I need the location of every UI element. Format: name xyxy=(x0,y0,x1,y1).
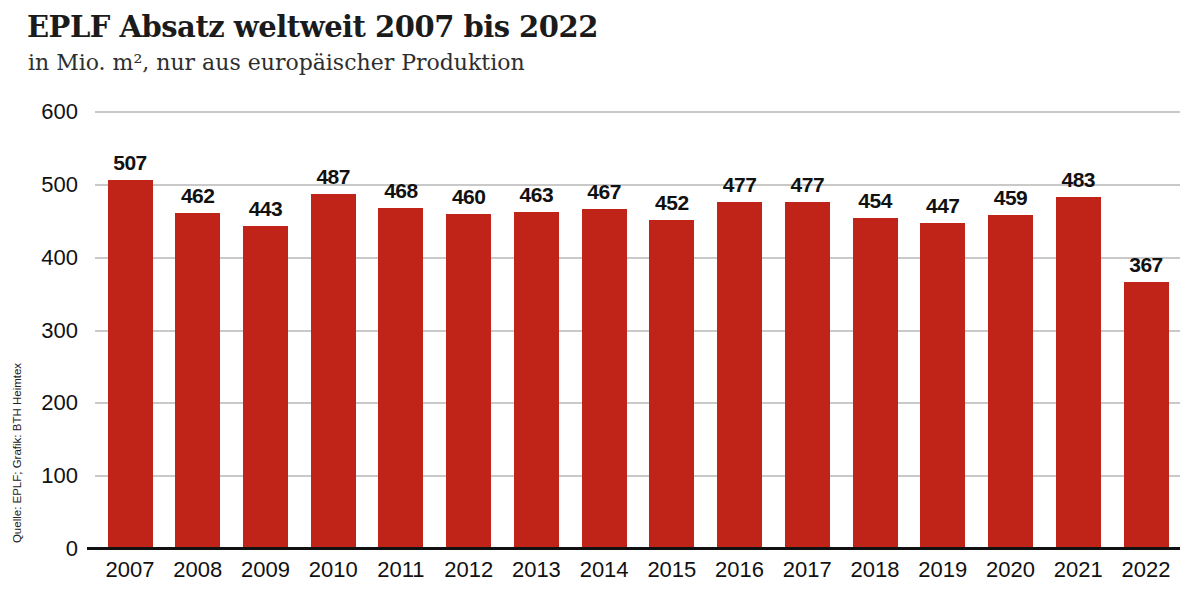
bar-2013 xyxy=(514,212,559,549)
chart-title: EPLF Absatz weltweit 2007 bis 2022 xyxy=(27,10,598,44)
x-axis-line xyxy=(87,547,1180,550)
bar-2007 xyxy=(108,180,153,549)
bar-value-label-2022: 367 xyxy=(1106,253,1186,277)
bar-2012 xyxy=(446,214,491,549)
bar-2020 xyxy=(988,215,1033,549)
bar-2022 xyxy=(1124,282,1169,549)
y-axis-tick-label-600: 600 xyxy=(18,100,78,124)
bar-value-label-2007: 507 xyxy=(90,151,170,175)
y-axis-tick-label-200: 200 xyxy=(18,391,78,415)
bar-value-label-2021: 483 xyxy=(1038,168,1118,192)
y-axis-tick-label-500: 500 xyxy=(18,173,78,197)
bar-2014 xyxy=(582,209,627,549)
x-axis-tick-label-2022: 2022 xyxy=(1106,557,1186,583)
y-axis-tick-label-300: 300 xyxy=(18,319,78,343)
source-credit: Quelle: EPLF; Grafik: BTH Heimtex xyxy=(11,353,23,553)
gridline-600 xyxy=(95,111,1180,113)
bar-2019 xyxy=(920,223,965,549)
y-axis-tick-label-400: 400 xyxy=(18,246,78,270)
bar-2015 xyxy=(649,220,694,549)
y-axis-tick-label-0: 0 xyxy=(18,537,78,561)
chart-canvas: EPLF Absatz weltweit 2007 bis 2022 in Mi… xyxy=(0,0,1200,604)
bar-2017 xyxy=(785,202,830,549)
y-axis-tick-label-100: 100 xyxy=(18,464,78,488)
bar-2016 xyxy=(717,202,762,549)
bar-value-label-2009: 443 xyxy=(225,197,305,221)
bar-2009 xyxy=(243,226,288,549)
bar-2008 xyxy=(175,213,220,549)
bar-2021 xyxy=(1056,197,1101,549)
plot-area: 5074624434874684604634674524774774544474… xyxy=(95,112,1180,549)
bar-2018 xyxy=(853,218,898,549)
bar-2011 xyxy=(378,208,423,549)
bar-2010 xyxy=(311,194,356,549)
chart-subtitle: in Mio. m², nur aus europäischer Produkt… xyxy=(28,50,525,75)
